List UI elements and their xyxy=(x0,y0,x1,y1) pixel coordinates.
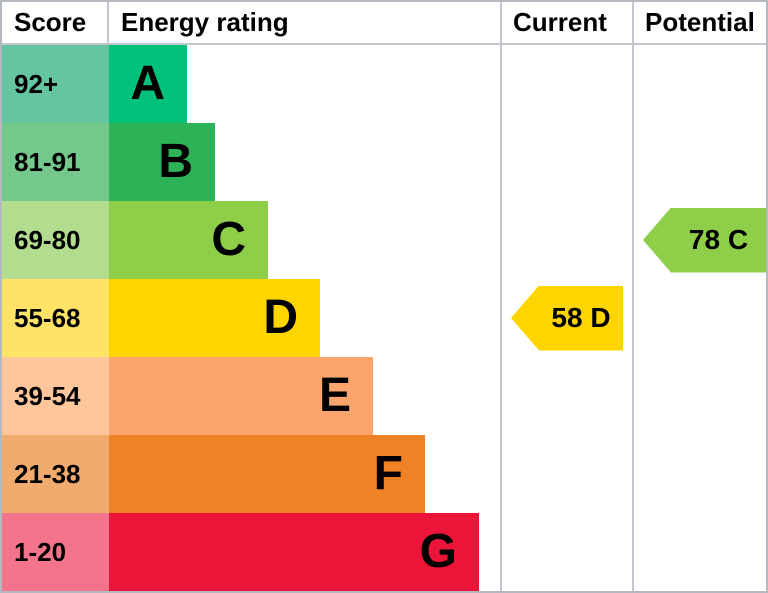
band-row-c: 69-80 C xyxy=(2,201,500,279)
band-letter: G xyxy=(419,525,457,578)
score-range: 39-54 xyxy=(2,357,109,435)
band-bar: F xyxy=(109,435,425,513)
band-letter: F xyxy=(373,447,403,500)
band-bar: B xyxy=(109,123,215,201)
band-row-g: 1-20 G xyxy=(2,513,500,591)
band-rows: 92+ A 81-91 B 69-80 C 55-68 D 39-54 E 21… xyxy=(2,45,500,591)
band-letter: E xyxy=(318,369,351,422)
header-score: Score xyxy=(2,2,109,43)
band-letter: D xyxy=(263,291,298,344)
potential-column: Potential 78 C xyxy=(634,2,766,591)
table-header: Score Energy rating xyxy=(2,2,500,45)
band-letter: A xyxy=(130,57,165,110)
band-bar: G xyxy=(109,513,479,591)
score-range: 69-80 xyxy=(2,201,109,279)
potential-cells: 78 C xyxy=(634,45,766,591)
header-potential: Potential xyxy=(634,2,766,45)
band-bar: E xyxy=(109,357,373,435)
band-row-f: 21-38 F xyxy=(2,435,500,513)
band-row-b: 81-91 B xyxy=(2,123,500,201)
score-range: 81-91 xyxy=(2,123,109,201)
band-letter: B xyxy=(158,135,193,188)
header-energy-rating: Energy rating xyxy=(121,7,289,37)
current-arrow: 58 D xyxy=(511,285,623,351)
band-row-e: 39-54 E xyxy=(2,357,500,435)
header-current: Current xyxy=(502,2,632,45)
score-range: 1-20 xyxy=(2,513,109,591)
rating-column: Score Energy rating 92+ A 81-91 B 69-80 … xyxy=(2,2,502,591)
current-arrow-label: 58 D xyxy=(551,302,611,333)
band-row-d: 55-68 D xyxy=(2,279,500,357)
score-range: 92+ xyxy=(2,45,109,123)
band-bar: C xyxy=(109,201,268,279)
band-bar: A xyxy=(109,45,187,123)
potential-arrow-label: 78 C xyxy=(688,224,749,255)
score-range: 55-68 xyxy=(2,279,109,357)
band-letter: C xyxy=(211,213,246,266)
score-range: 21-38 xyxy=(2,435,109,513)
current-cells: 58 D xyxy=(502,45,632,591)
current-column: Current 58 D xyxy=(502,2,634,591)
band-row-a: 92+ A xyxy=(2,45,500,123)
potential-arrow: 78 C xyxy=(643,207,766,273)
band-bar: D xyxy=(109,279,320,357)
